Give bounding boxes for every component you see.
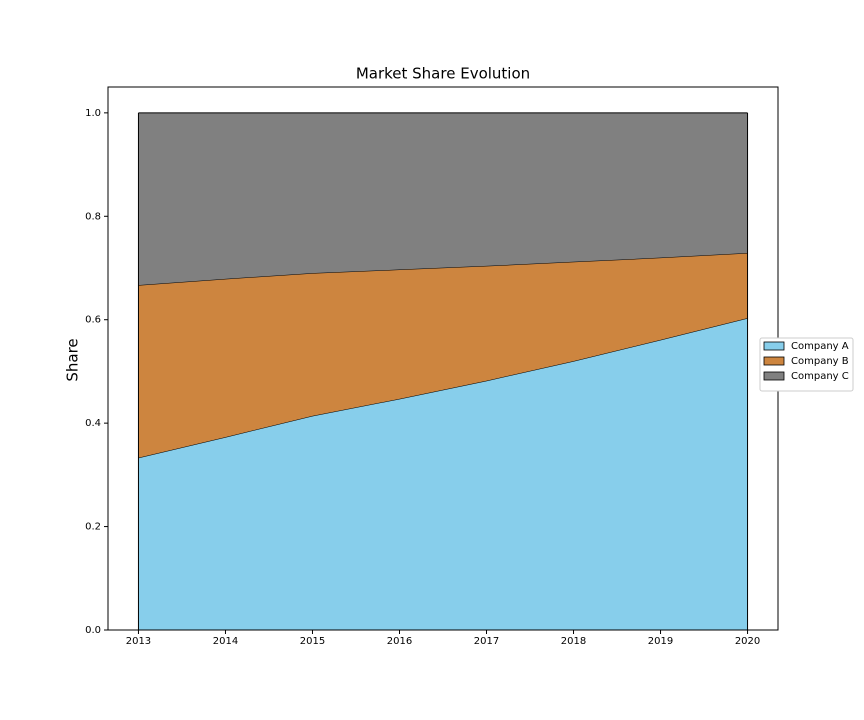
y-tick-label: 0.2 [85,522,101,533]
y-axis-label: Share [64,338,82,381]
y-tick-label: 1.0 [85,108,101,119]
x-tick-label: 2013 [126,636,151,647]
legend-swatch [763,341,785,351]
x-tick-label: 2015 [300,636,325,647]
legend-swatch [763,371,785,381]
area [138,318,748,630]
y-tick-label: 0.6 [85,315,101,326]
legend-label: Company C [791,371,849,382]
chart-title: Market Share Evolution [356,65,530,83]
legend-swatch [763,356,785,366]
x-tick-label: 2018 [561,636,586,647]
area [138,253,748,458]
y-tick-label: 0.0 [85,625,101,636]
y-tick-label: 0.4 [85,418,101,429]
x-tick-label: 2016 [387,636,412,647]
area [138,112,748,286]
x-tick-label: 2017 [474,636,499,647]
x-tick-label: 2019 [648,636,673,647]
x-tick-label: 2014 [213,636,238,647]
x-tick-label: 2020 [735,636,760,647]
legend-label: Company B [791,356,849,367]
legend-label: Company A [791,341,849,352]
y-tick-label: 0.8 [85,211,101,222]
